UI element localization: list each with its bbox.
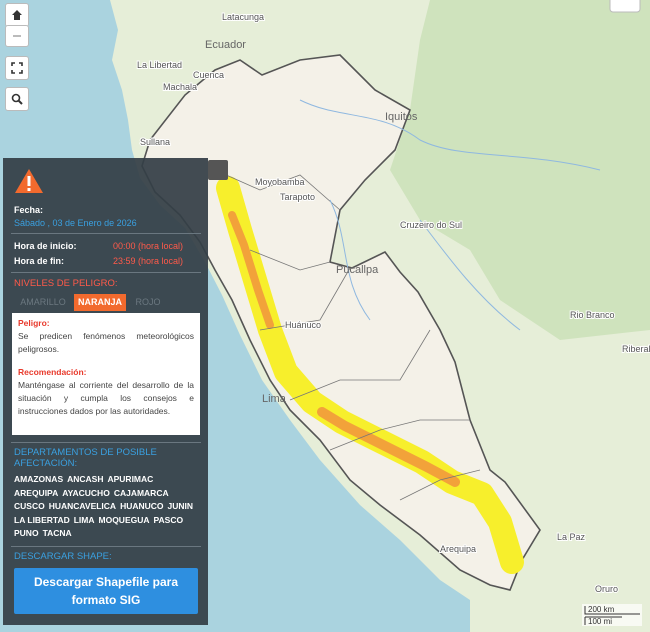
danger-text: Se predicen fenómenos meteorológicos pel…	[18, 331, 194, 354]
map-label: Cuenca	[193, 70, 224, 80]
map-label: Oruro	[595, 584, 618, 594]
department: LA LIBERTAD	[14, 514, 70, 525]
department: APURIMAC	[107, 474, 154, 484]
date-label: Fecha:	[14, 205, 44, 215]
start-value: 00:00 (hora local)	[113, 241, 184, 251]
scale-line	[584, 616, 622, 625]
warning-icon	[15, 169, 43, 193]
map-label: Lima	[262, 393, 287, 405]
zoom-out-button[interactable]	[5, 25, 29, 47]
fullscreen-icon	[11, 62, 23, 74]
department: JUNIN	[167, 501, 194, 511]
department: ANCASH	[67, 474, 104, 484]
end-value: 23:59 (hora local)	[113, 256, 184, 266]
recommendation-title: Recomendación:	[18, 367, 87, 377]
map-label: Cruzeiro do Sul	[400, 220, 462, 230]
department-borders	[214, 169, 481, 501]
level-tab-active[interactable]: NARANJA	[74, 294, 126, 311]
download-button[interactable]: Descargar Shapefile para formato SIG	[14, 568, 198, 614]
scale-bar: 200 km 100 mi	[582, 604, 642, 626]
orange-warning-zone	[228, 211, 274, 329]
scale-bg	[582, 604, 642, 626]
map-label: Machala	[163, 82, 197, 92]
map-label: Arequipa	[440, 544, 476, 554]
department: LIMA	[73, 514, 95, 525]
fullscreen-button[interactable]	[5, 56, 29, 80]
end-label: Hora de fin:	[14, 256, 65, 266]
map-label: Sullana	[140, 137, 170, 147]
map-label: Latacunga	[222, 12, 264, 22]
download-title: DESCARGAR SHAPE:	[14, 551, 112, 562]
peru-outline	[141, 54, 541, 591]
warning-panel: Fecha: Sábado , 03 de Enero de 2026 Hora…	[3, 158, 228, 625]
scale-label: 200 km	[588, 605, 615, 614]
level-tab[interactable]: AMARILLO	[20, 297, 66, 307]
minus-icon	[13, 35, 21, 37]
map-label: Riberalta	[622, 344, 650, 354]
map-label: La Libertad	[137, 60, 182, 70]
level-tab[interactable]: ROJO	[135, 297, 161, 307]
map-label: Huánuco	[285, 320, 321, 330]
department: CAJAMARCA	[113, 487, 169, 498]
separator	[11, 272, 201, 273]
separator	[11, 546, 201, 547]
separator	[11, 233, 201, 234]
scale-line	[584, 606, 640, 615]
department: HUANUCO	[120, 501, 164, 511]
department: AYACUCHO	[62, 487, 110, 498]
map-label: Ecuador	[205, 39, 246, 51]
danger-title: Peligro:	[18, 318, 50, 328]
map-label: Moyobamba	[255, 177, 305, 187]
rivers	[299, 99, 601, 331]
department: PASCO	[153, 514, 184, 525]
map-label: La Paz	[557, 532, 586, 542]
search-button[interactable]	[5, 87, 29, 111]
collapse-button[interactable]	[208, 160, 228, 180]
recommendation-text: Manténgase al corriente del desarrollo d…	[18, 380, 194, 416]
forest	[390, 0, 650, 340]
date-value: Sábado , 03 de Enero de 2026	[14, 218, 137, 228]
search-icon	[11, 93, 23, 105]
departments-title: DEPARTAMENTOS DE POSIBLE AFECTACIÓN:	[14, 447, 157, 469]
department: AREQUIPA	[14, 487, 59, 498]
department: HUANCAVELICA	[48, 501, 117, 511]
department: AMAZONAS	[14, 474, 64, 484]
home-button[interactable]	[5, 3, 29, 27]
download-button-label: Descargar Shapefile para formato SIG	[33, 575, 179, 607]
department: PUNO	[14, 528, 39, 538]
map-label: Rio Branco	[570, 310, 615, 320]
orange-warning-zone	[317, 407, 460, 487]
separator	[11, 442, 201, 443]
levels-title: NIVELES DE PELIGRO:	[14, 278, 118, 289]
map-label: Pucallpa	[336, 264, 379, 276]
layers-button[interactable]	[609, 0, 641, 13]
departments-list: AMAZONAS ANCASH APURIMAC AREQUIPA AYACUCHO CA…	[14, 473, 199, 541]
map-label: Iquitos	[385, 111, 418, 123]
department: TACNA	[42, 528, 72, 538]
start-label: Hora de inicio:	[14, 241, 77, 251]
home-icon	[12, 10, 22, 20]
level-description: Peligro: Se predicen fenómenos meteoroló…	[12, 313, 200, 435]
department: MOQUEGUA	[98, 514, 150, 525]
scale-label: 100 mi	[588, 617, 612, 626]
map-label: Tarapoto	[280, 192, 315, 202]
department: CUSCO	[14, 501, 45, 511]
